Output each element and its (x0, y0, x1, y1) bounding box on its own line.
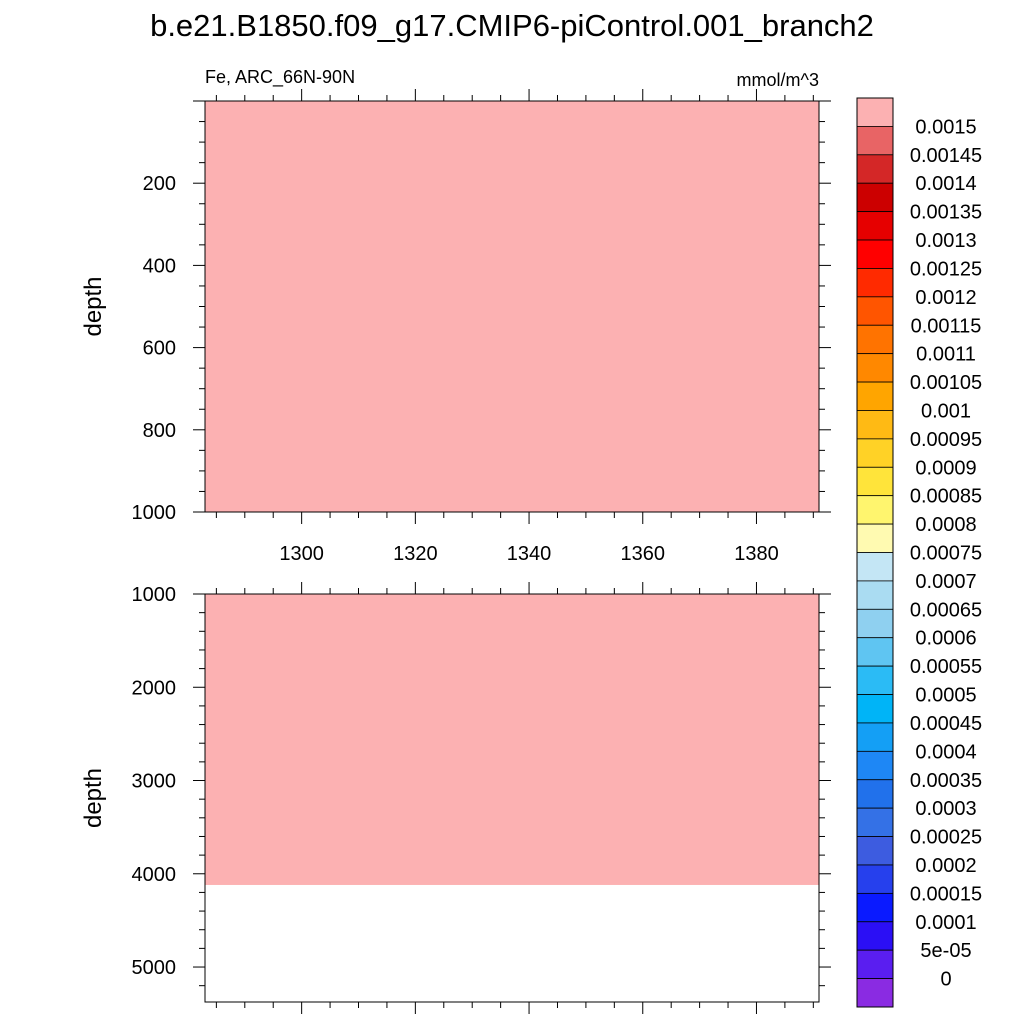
plot-frame (204, 593, 820, 1003)
field-fill (205, 594, 819, 885)
colorbar-box (856, 807, 894, 837)
colorbar-box (856, 438, 894, 468)
field-fill (205, 101, 819, 512)
y-tick-label: 1000 (132, 502, 177, 524)
colorbar-label: 0.00105 (910, 372, 982, 394)
panels: 1300 1320 1340 1360 1380 200 400 600 800 1000 dept… (80, 89, 831, 1014)
colorbar-label: 0.00025 (910, 827, 982, 849)
x-tick-label: 1320 (393, 543, 438, 565)
colorbar-label: 0.00115 (911, 315, 982, 337)
colorbar-label: 0.00015 (910, 883, 982, 905)
chart-title: b.e21.B1850.f09_g17.CMIP6-piControl.001_… (150, 8, 874, 43)
colorbar-label: 0.00045 (910, 713, 982, 735)
y-tick-label: 2000 (132, 677, 177, 699)
colorbar-box (856, 239, 894, 269)
colorbar-box (856, 608, 894, 639)
colorbar-label: 0.00145 (910, 145, 982, 167)
colorbar-box (856, 978, 894, 1008)
colorbar-label: 0.00125 (910, 258, 982, 280)
colorbar-box (856, 466, 894, 497)
panel-2: 1000 2000 3000 4000 5000 depth (80, 582, 831, 1014)
colorbar-label: 0.0003 (915, 798, 976, 820)
colorbar-box (856, 410, 894, 440)
colorbar-box (856, 694, 894, 724)
colorbar-box (856, 495, 894, 525)
y-tick-label: 3000 (132, 771, 177, 793)
colorbar-box (856, 580, 894, 610)
y-tick-label: 1000 (132, 584, 177, 606)
colorbar-box (856, 126, 894, 156)
y-tick-label: 5000 (132, 957, 177, 979)
colorbar-label: 0.0013 (915, 230, 976, 252)
x-tick-label: 1300 (279, 543, 324, 565)
colorbar-label: 0.0006 (915, 628, 976, 650)
colorbar-label: 0.00095 (910, 429, 982, 451)
colorbar-label: 5e-05 (920, 940, 971, 962)
colorbar-box (856, 864, 894, 894)
x-tick-label: 1380 (734, 543, 779, 565)
colorbar-box (856, 324, 894, 355)
colorbar-box (856, 779, 894, 809)
colorbar-box (856, 211, 894, 241)
colorbar-box (856, 268, 894, 298)
colorbar-label: 0.001 (921, 400, 971, 422)
x-tick-label: 1340 (507, 543, 552, 565)
colorbar-label: 0 (940, 969, 951, 991)
y-tick-label: 4000 (132, 864, 177, 886)
colorbar-box (856, 750, 894, 781)
colorbar-label: 0.00065 (910, 599, 982, 621)
colorbar-label: 0.00075 (910, 543, 982, 565)
subtitle-right: mmol/m^3 (737, 70, 819, 90)
colorbar-box (856, 836, 894, 866)
colorbar-box (856, 154, 894, 184)
y-tick-label: 800 (143, 420, 176, 442)
colorbar-label: 0.0015 (915, 116, 976, 138)
colorbar-box (856, 381, 894, 411)
colorbar-label: 0.00055 (910, 656, 982, 678)
colorbar-frame (856, 97, 894, 1008)
colorbar-box (856, 353, 894, 383)
colorbar-box (856, 552, 894, 582)
subtitle-left: Fe, ARC_66N-90N (205, 67, 355, 88)
y-axis-label: depth (80, 768, 107, 828)
colorbar-label: 0.0004 (915, 741, 976, 763)
colorbar: 0.0015 0.00145 0.0014 0.00135 0.0013 0.00125 0… (856, 97, 982, 1008)
colorbar-box (856, 949, 894, 979)
colorbar-box (856, 722, 894, 752)
y-tick-label: 200 (143, 173, 176, 195)
colorbar-label: 0.0009 (915, 457, 976, 479)
colorbar-box (856, 182, 894, 213)
colorbar-label: 0.0012 (915, 287, 976, 309)
colorbar-label: 0.0007 (915, 571, 976, 593)
colorbar-label: 0.0011 (916, 344, 976, 366)
colorbar-box (856, 637, 894, 667)
colorbar-label: 0.00135 (910, 202, 982, 224)
colorbar-box (856, 921, 894, 951)
y-tick-label: 400 (143, 255, 176, 277)
y-axis-label: depth (80, 276, 107, 336)
colorbar-label: 0.0001 (915, 912, 976, 934)
colorbar-label: 0.0005 (915, 685, 976, 707)
colorbar-label: 0.0008 (915, 514, 976, 536)
x-tick-label: 1360 (621, 543, 666, 565)
colorbar-label: 0.0002 (915, 855, 976, 877)
colorbar-box (856, 665, 894, 695)
y-tick-label: 600 (143, 338, 176, 360)
colorbar-box (856, 892, 894, 923)
colorbar-label: 0.00035 (910, 770, 982, 792)
colorbar-label: 0.00085 (910, 486, 982, 508)
colorbar-label: 0.0014 (915, 173, 976, 195)
panel-1: 1300 1320 1340 1360 1380 200 400 600 800 1000 dept… (80, 89, 831, 565)
colorbar-box (856, 523, 894, 553)
colorbar-box (856, 97, 894, 127)
colorbar-box (856, 296, 894, 326)
